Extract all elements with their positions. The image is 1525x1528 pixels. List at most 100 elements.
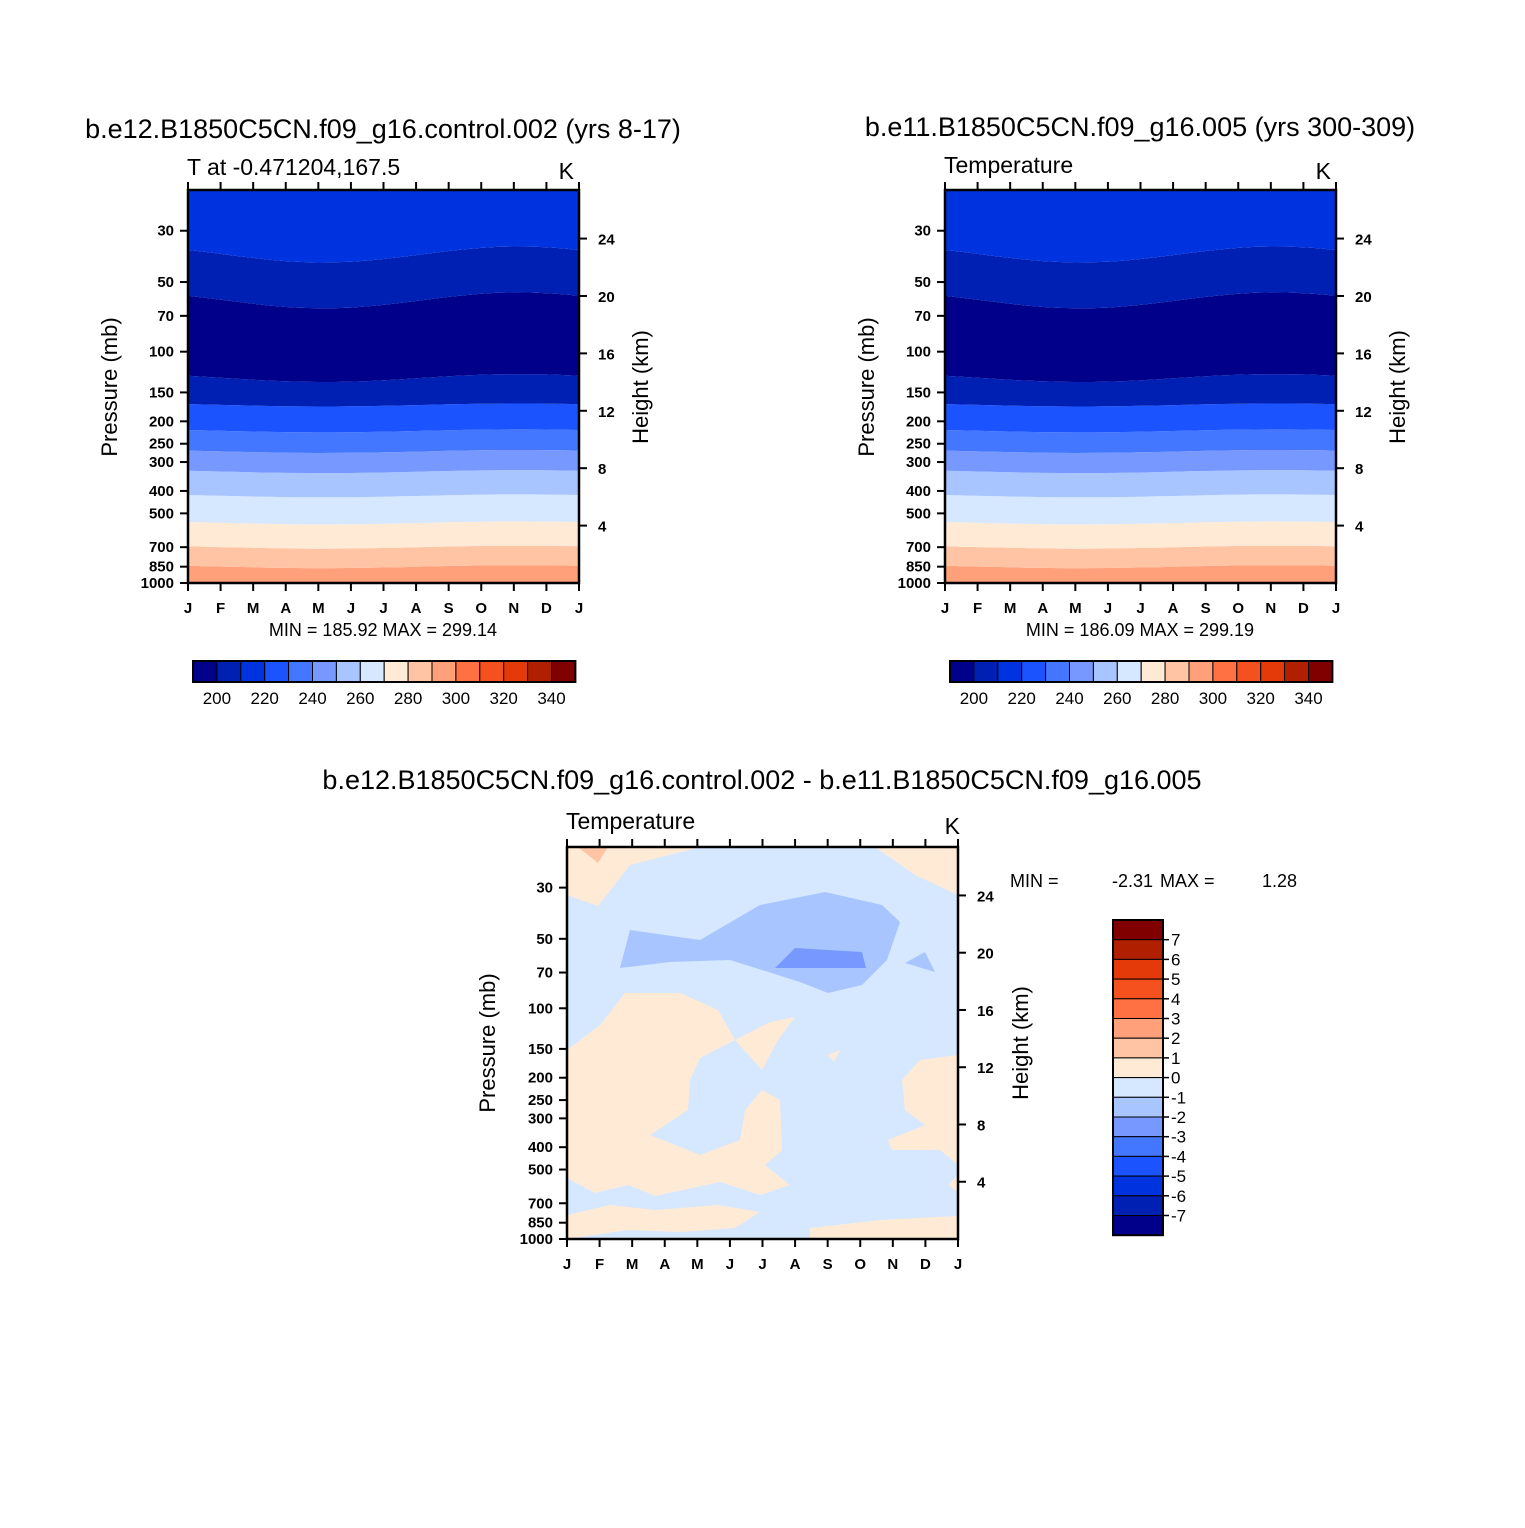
temperature-band [188, 429, 579, 453]
colorbar-label: -5 [1171, 1167, 1186, 1186]
colorbar-swatch [1112, 958, 1164, 980]
y-tick-label: 50 [157, 274, 174, 291]
colorbar-swatch [997, 660, 1023, 683]
colorbar-swatch [1112, 1215, 1164, 1236]
y-tick-label: 300 [906, 454, 931, 471]
x-tick-label: N [508, 600, 519, 617]
y-tick-label: 30 [157, 223, 174, 240]
panel-3-ylabel: Pressure (mb) [475, 973, 500, 1112]
panel-3-min-value: -2.31 [1112, 871, 1153, 891]
temperature-band [945, 429, 1336, 453]
x-tick-label: J [379, 600, 387, 617]
y-right-tick-label: 16 [1355, 346, 1372, 363]
colorbar-swatch [1112, 1136, 1164, 1157]
diff-region-pos-bottom-left [567, 1205, 760, 1239]
x-tick-label: N [1265, 600, 1276, 617]
colorbar-swatch [312, 660, 337, 683]
x-tick-label: J [347, 600, 355, 617]
y-right-tick-label: 20 [598, 289, 615, 306]
y-tick-label: 700 [906, 539, 931, 556]
colorbar-label: 300 [442, 689, 470, 708]
panel-1-subtitle: T at -0.471204,167.5 [187, 154, 400, 180]
y-tick-label: 500 [528, 1162, 553, 1179]
x-tick-label: O [475, 600, 487, 617]
panel-3-max-label: MAX = [1160, 871, 1215, 891]
y-right-tick-label: 4 [977, 1175, 986, 1192]
panel-1-min-max: MIN = 185.92 MAX = 299.14 [269, 620, 497, 640]
x-tick-label: O [854, 1256, 866, 1273]
colorbar-label: 300 [1199, 689, 1227, 708]
colorbar-swatch [1112, 939, 1164, 960]
panel-3-max-value: 1.28 [1262, 871, 1297, 891]
y-tick-label: 500 [906, 505, 931, 522]
x-tick-label: M [312, 600, 325, 617]
colorbar-label: 2 [1171, 1029, 1180, 1048]
colorbar-swatch [1164, 660, 1190, 683]
temperature-band [945, 374, 1336, 407]
colorbar-label: -7 [1171, 1207, 1186, 1226]
x-tick-label: S [823, 1256, 833, 1273]
y-tick-label: 300 [149, 454, 174, 471]
y-right-tick-label: 24 [1355, 232, 1372, 249]
colorbar-swatch [973, 660, 999, 683]
y-right-tick-label: 8 [977, 1117, 985, 1134]
y-tick-label: 100 [528, 1000, 553, 1017]
y-right-tick-label: 12 [977, 1060, 994, 1077]
colorbar-swatch [1188, 660, 1214, 683]
panel-2-min-max: MIN = 186.09 MAX = 299.19 [1026, 620, 1254, 640]
colorbar-swatch [1092, 660, 1118, 683]
x-tick-label: F [973, 600, 982, 617]
y-tick-label: 400 [528, 1139, 553, 1156]
y-right-tick-label: 12 [1355, 404, 1372, 421]
colorbar-swatch [1112, 1018, 1164, 1039]
panel-2: b.e11.B1850C5CN.f09_g16.005 (yrs 300-309… [854, 112, 1415, 708]
colorbar-frame [192, 660, 577, 683]
colorbar-label: 260 [346, 689, 374, 708]
panel-3-ylabel-right: Height (km) [1008, 986, 1033, 1100]
panel-1-title: b.e12.B1850C5CN.f09_g16.control.002 (yrs… [85, 114, 681, 144]
y-right-tick-label: 24 [977, 888, 994, 905]
x-tick-label: J [941, 600, 949, 617]
colorbar-swatch [1116, 660, 1142, 683]
temperature-band [945, 190, 1336, 263]
y-tick-label: 100 [149, 344, 174, 361]
colorbar-swatch [503, 660, 529, 683]
colorbar-label: 280 [1151, 689, 1179, 708]
colorbar-swatch [479, 660, 505, 683]
diff-region-pos-speck [828, 1050, 840, 1062]
y-right-tick-label: 24 [598, 232, 615, 249]
x-tick-label: M [247, 600, 260, 617]
panel-1-units: K [559, 158, 575, 184]
y-right-tick-label: 8 [598, 461, 606, 478]
y-tick-label: 70 [914, 308, 931, 325]
diff-region-pos-top-right [875, 847, 958, 895]
temperature-band [945, 403, 1336, 433]
colorbar-swatch [192, 660, 218, 683]
panel-3-min-label: MIN = [1010, 871, 1059, 891]
y-tick-label: 30 [536, 880, 553, 897]
colorbar-swatch [1284, 660, 1309, 683]
x-tick-label: J [758, 1256, 766, 1273]
y-tick-label: 150 [149, 384, 174, 401]
colorbar-swatch [1112, 1077, 1164, 1098]
colorbar-swatch [455, 660, 481, 683]
colorbar-swatch [216, 660, 242, 683]
colorbar-swatch [264, 660, 290, 683]
y-tick-label: 850 [906, 559, 931, 576]
y-right-tick-label: 20 [1355, 289, 1372, 306]
temperature-band [945, 292, 1336, 382]
y-tick-label: 200 [906, 413, 931, 430]
y-tick-label: 200 [149, 413, 174, 430]
temperature-band [945, 565, 1336, 583]
colorbar-swatch [1112, 1037, 1164, 1059]
x-tick-label: A [280, 600, 291, 617]
x-tick-label: A [790, 1256, 801, 1273]
x-tick-label: A [411, 600, 422, 617]
colorbar-swatch [1112, 1116, 1164, 1138]
colorbar-swatch [1112, 978, 1164, 1000]
y-tick-label: 250 [906, 436, 931, 453]
diff-region-neg-3 [775, 948, 866, 968]
x-tick-label: A [659, 1256, 670, 1273]
